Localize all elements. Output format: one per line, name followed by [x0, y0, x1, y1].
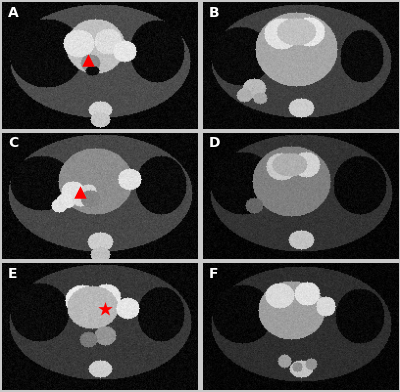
Point: [0, 0, 6, 6]
Text: D: D: [209, 136, 220, 151]
Point: [0, 261, 6, 267]
Point: [0, 131, 6, 137]
Text: B: B: [209, 6, 220, 20]
Text: F: F: [209, 267, 218, 281]
Text: C: C: [8, 136, 18, 151]
Text: A: A: [8, 6, 19, 20]
Text: E: E: [8, 267, 17, 281]
